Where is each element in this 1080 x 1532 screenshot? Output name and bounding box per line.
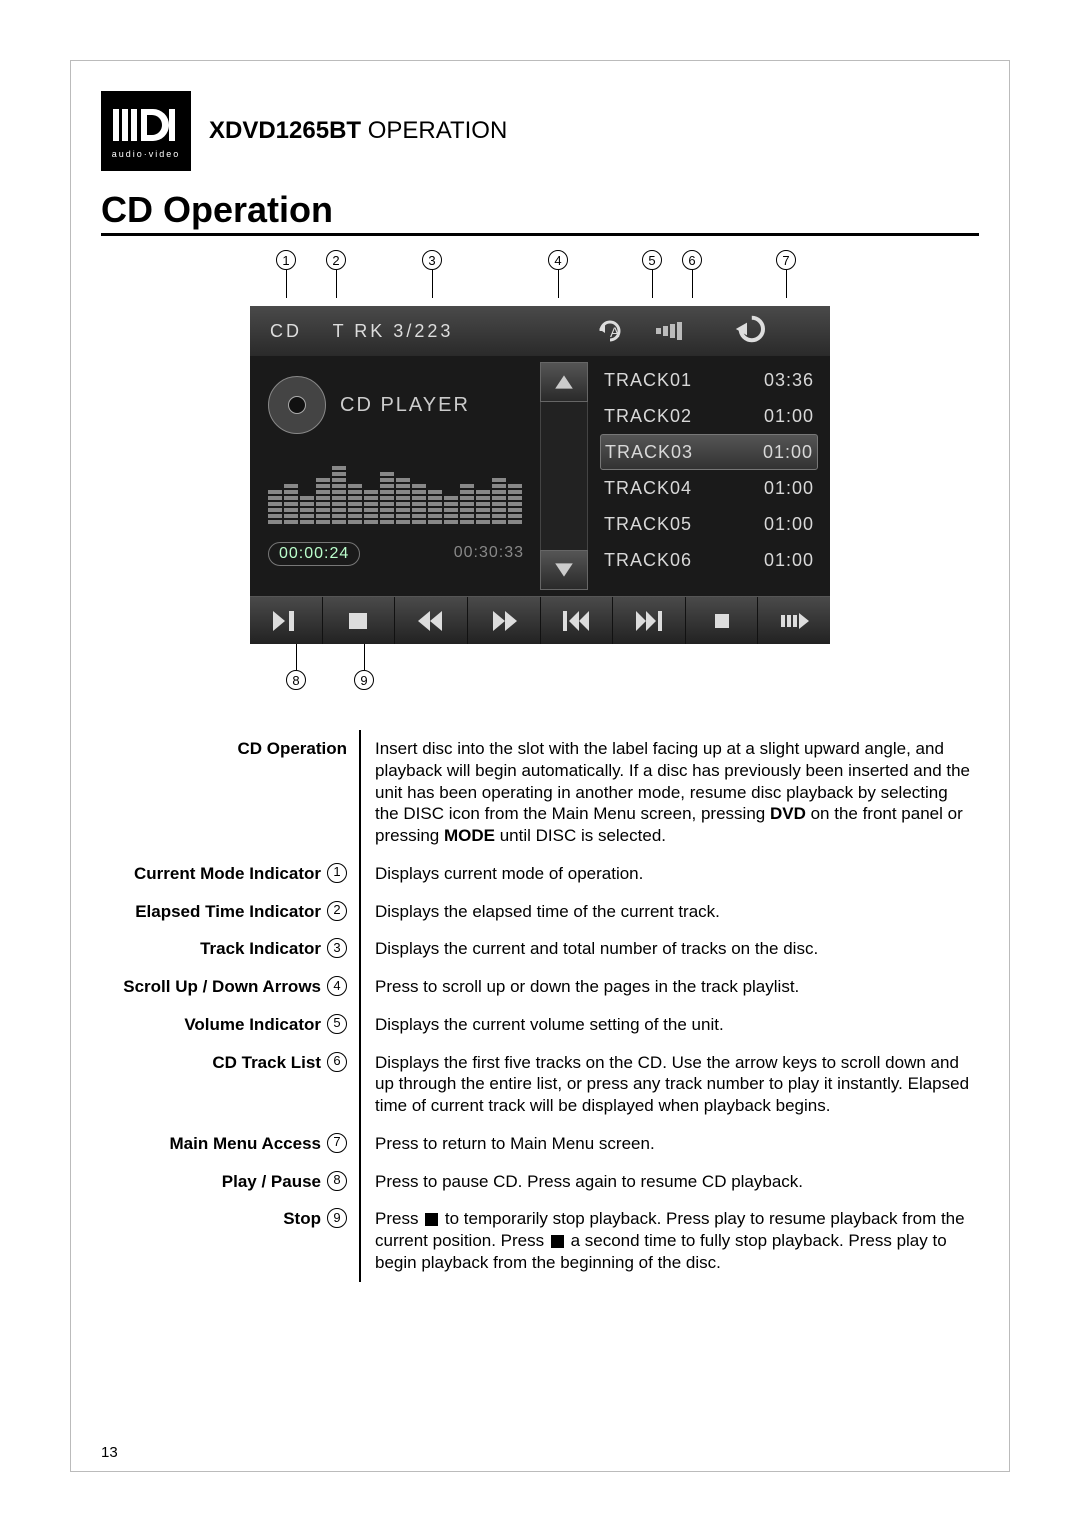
track-row[interactable]: TRACK0103:36 [600, 362, 818, 398]
device-bottom-bar [250, 596, 830, 644]
desc-body: Displays current mode of operation. [361, 855, 979, 893]
scroll-up-button[interactable] [540, 362, 588, 402]
callout-5: 5 [642, 250, 662, 298]
equalizer [268, 458, 530, 524]
prev-track-button[interactable] [541, 597, 614, 644]
extra-button-2[interactable] [758, 597, 830, 644]
track-list: TRACK0103:36TRACK0201:00TRACK0301:00TRAC… [588, 356, 830, 596]
desc-body: Press to return to Main Menu screen. [361, 1125, 979, 1163]
desc-label: Track Indicator3 [101, 930, 361, 968]
description-table: CD OperationInsert disc into the slot wi… [101, 730, 979, 1282]
back-icon [731, 314, 771, 349]
desc-body: Insert disc into the slot with the label… [361, 730, 979, 855]
track-row[interactable]: TRACK0301:00 [600, 434, 818, 470]
stop-button[interactable] [323, 597, 396, 644]
section-title: CD Operation [101, 189, 979, 236]
cd-player-label: CD PLAYER [340, 394, 470, 417]
desc-label: Play / Pause8 [101, 1163, 361, 1201]
volume-level [644, 306, 694, 356]
next-track-button[interactable] [613, 597, 686, 644]
desc-label: Elapsed Time Indicator2 [101, 893, 361, 931]
callout-3: 3 [422, 250, 442, 298]
track-row[interactable]: TRACK0501:00 [600, 506, 818, 542]
callout-8: 8 [286, 644, 306, 690]
track-row[interactable]: TRACK0601:00 [600, 542, 818, 578]
page-frame: audio·video XDVD1265BT OPERATION CD Oper… [70, 60, 1010, 1472]
scroll-down-button[interactable] [540, 550, 588, 590]
svg-text:A: A [610, 324, 622, 340]
page-number: 13 [101, 1444, 118, 1461]
elapsed-time: 00:00:24 [268, 542, 360, 566]
time-row: 00:00:24 00:30:33 [268, 542, 530, 566]
callout-9: 9 [354, 644, 374, 690]
callout-1: 1 [276, 250, 296, 298]
mode-indicator: CD [256, 306, 316, 356]
brand-logo: audio·video [101, 91, 191, 171]
desc-label: Scroll Up / Down Arrows4 [101, 968, 361, 1006]
cd-disc-icon [268, 376, 326, 434]
logo-subtext: audio·video [112, 149, 181, 159]
device-screen: CD T RK 3/223 A [250, 306, 830, 644]
page-header: audio·video XDVD1265BT OPERATION [101, 91, 979, 171]
callout-4: 4 [548, 250, 568, 298]
callouts-top: 1234567 [250, 250, 830, 306]
screenshot-block: 1234567 CD T RK 3/223 A [101, 250, 979, 700]
callout-2: 2 [326, 250, 346, 298]
device-middle: CD PLAYER 00:00:24 00:30:33 [250, 356, 830, 596]
desc-body: Press to scroll up or down the pages in … [361, 968, 979, 1006]
track-row[interactable]: TRACK0201:00 [600, 398, 818, 434]
play-pause-button[interactable] [250, 597, 323, 644]
desc-label: Current Mode Indicator1 [101, 855, 361, 893]
desc-body: Press to temporarily stop playback. Pres… [361, 1200, 979, 1281]
rewind-button[interactable] [395, 597, 468, 644]
callout-6: 6 [682, 250, 702, 298]
header-word: OPERATION [361, 117, 507, 144]
desc-label: Main Menu Access7 [101, 1125, 361, 1163]
header-title: XDVD1265BT OPERATION [209, 117, 507, 145]
fast-forward-button[interactable] [468, 597, 541, 644]
desc-body: Press to pause CD. Press again to resume… [361, 1163, 979, 1201]
extra-button-1[interactable] [686, 597, 759, 644]
desc-body: Displays the first five tracks on the CD… [361, 1044, 979, 1125]
desc-body: Displays the elapsed time of the current… [361, 893, 979, 931]
desc-label: Volume Indicator5 [101, 1006, 361, 1044]
scroll-arrows [540, 356, 588, 596]
total-time: 00:30:33 [448, 542, 530, 566]
desc-label: CD Operation [101, 730, 361, 855]
device-top-bar: CD T RK 3/223 A [250, 306, 830, 356]
desc-body: Displays the current and total number of… [361, 930, 979, 968]
header-model: XDVD1265BT [209, 117, 361, 144]
device-left-panel: CD PLAYER 00:00:24 00:30:33 [250, 356, 540, 596]
track-row[interactable]: TRACK0401:00 [600, 470, 818, 506]
desc-label: Stop9 [101, 1200, 361, 1281]
callout-7: 7 [776, 250, 796, 298]
desc-label: CD Track List6 [101, 1044, 361, 1125]
desc-body: Displays the current volume setting of t… [361, 1006, 979, 1044]
callouts-bottom: 89 [250, 644, 830, 700]
track-indicator: T RK 3/223 [318, 306, 468, 356]
main-menu-button[interactable] [696, 306, 824, 356]
volume-icon: A [582, 306, 642, 356]
